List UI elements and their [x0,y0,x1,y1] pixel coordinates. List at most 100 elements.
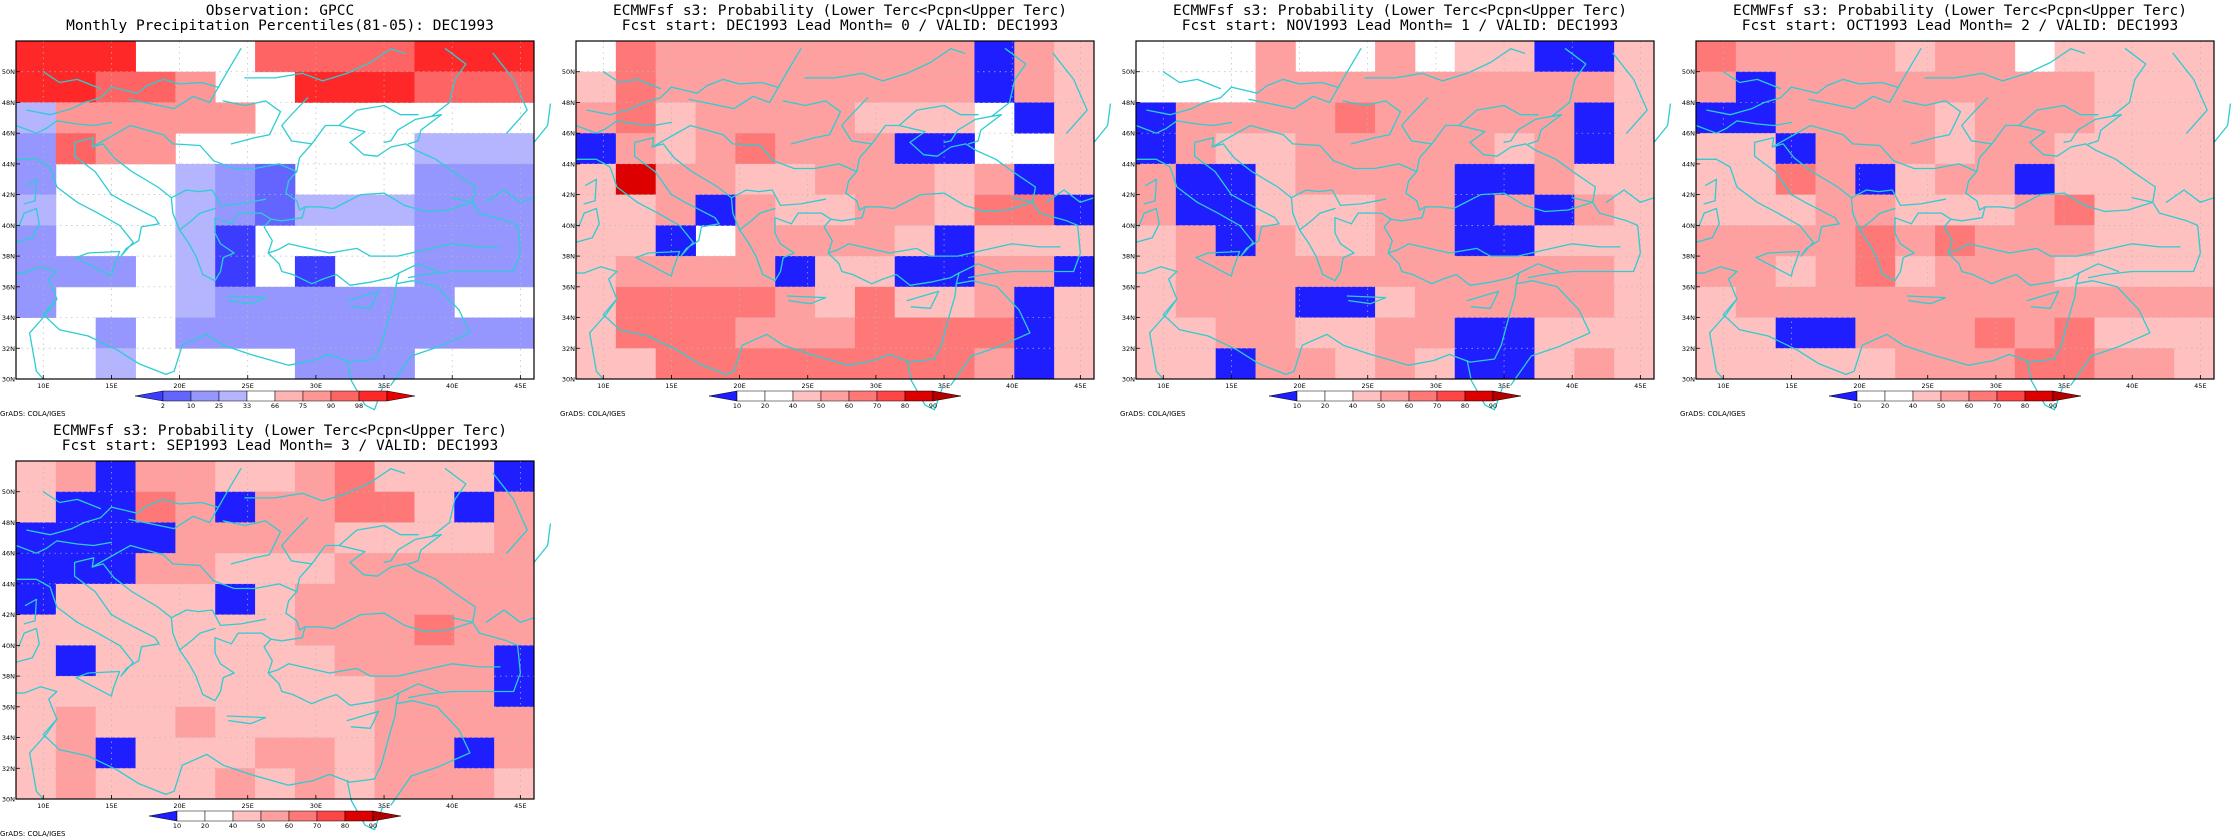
grid-cell [414,491,455,523]
grid-cell [1335,225,1376,257]
coastline [2070,280,2151,386]
coastline [15,557,400,796]
grid-cell [1175,256,1217,288]
grid-cell [135,461,176,493]
colorbar-segment [232,810,262,822]
grid-cell [775,102,816,134]
colorbar-label: 90 [1489,402,1497,410]
colorbar-segment [1912,390,1942,402]
grid-cell [1735,256,1777,288]
grid-cell [1255,348,1296,380]
grid-cell [294,41,336,73]
coastline [906,359,944,411]
grid-cell [16,71,57,103]
colorbar-label: 70 [1433,402,1441,410]
lat-tick-label: 50N [2,488,15,496]
grid-cell [1614,133,1655,165]
coastline [71,78,219,110]
colorbar-label: 25 [215,402,223,410]
coastline [178,207,216,231]
grid-cell [334,491,376,523]
colorbar: 10 20 40 50 60 70 80 90 [708,390,962,410]
grid-cell [1935,71,1976,103]
lat-tick-label: 38N [1682,253,1695,261]
coastline [730,189,827,207]
grid-cell [655,163,696,196]
coastline [28,718,58,800]
colorbar-label: 90 [369,822,377,830]
coastline [26,107,73,116]
grid-cell [1855,133,1896,165]
grid-cell [854,348,896,380]
grid-cell [334,553,376,585]
coastline [943,114,1002,145]
grid-cell [215,286,256,318]
grid-cell [95,102,136,134]
coastline [1211,124,1418,173]
grid-cell [294,583,336,616]
coastline [1706,107,1753,116]
lat-tick-label: 46N [562,130,575,138]
coastline [583,178,598,205]
grid-cell [1815,71,1856,103]
grid-cell [1614,41,1655,73]
grid-cell [1735,225,1777,257]
coastline [991,48,1027,117]
coastline [782,100,842,145]
lon-tick-label: 45E [1634,382,1646,390]
lat-tick-label: 34N [2,734,15,742]
coastline [1387,243,1621,257]
grid-cell [255,461,296,493]
grid-cell [255,737,296,769]
grid-cell [1974,41,2016,73]
grid-cell [175,706,216,738]
grid-cell [55,102,97,134]
grid-cell [2054,133,2095,165]
colorbar-label: 40 [1349,402,1357,410]
coastline [208,468,242,524]
grid-cell [2134,317,2175,349]
grid-cell [454,461,495,493]
lon-tick-label: 40E [446,382,458,390]
lat-tick-label: 30N [562,376,575,384]
lon-tick-label: 30E [1430,382,1442,390]
colorbar-segment [316,810,346,822]
colorbar-segment [820,390,850,402]
grid-cell [215,194,256,226]
grid-cell [735,256,776,288]
grid-cell [374,41,415,73]
lon-tick-label: 20E [733,382,745,390]
lon-tick-label: 25E [242,802,254,810]
grid-cell [934,102,975,134]
colorbar-label: 40 [789,402,797,410]
coastline [1653,103,1672,144]
grid-cell [294,645,336,677]
grid-cell [1494,317,1535,349]
lon-tick-label: 20E [1293,382,1305,390]
grid-cell [414,133,455,165]
grid-cell [135,706,176,738]
coastline [1695,137,2080,376]
grid-cell [1534,71,1575,103]
grid-cell [255,706,296,738]
grid-cell [934,133,975,165]
grid-cell [215,491,256,523]
grid-cell [414,553,455,585]
coastline [738,207,776,231]
grid-cell [2174,133,2215,165]
colorbar-segment [134,390,164,402]
grid-cell [2094,225,2135,257]
grid-cell [775,348,816,380]
grid-cell [854,286,896,318]
grid-cell [1574,317,1615,349]
coastline [281,517,313,565]
grid-cell [735,317,776,349]
grid-cell [1815,225,1856,257]
grid-cell [854,133,896,165]
grid-cell [334,41,376,73]
coastline [2018,104,2099,127]
coastline [1148,298,1178,380]
grid-cell [974,348,1015,380]
coastline [170,609,267,627]
coastline [906,290,940,309]
